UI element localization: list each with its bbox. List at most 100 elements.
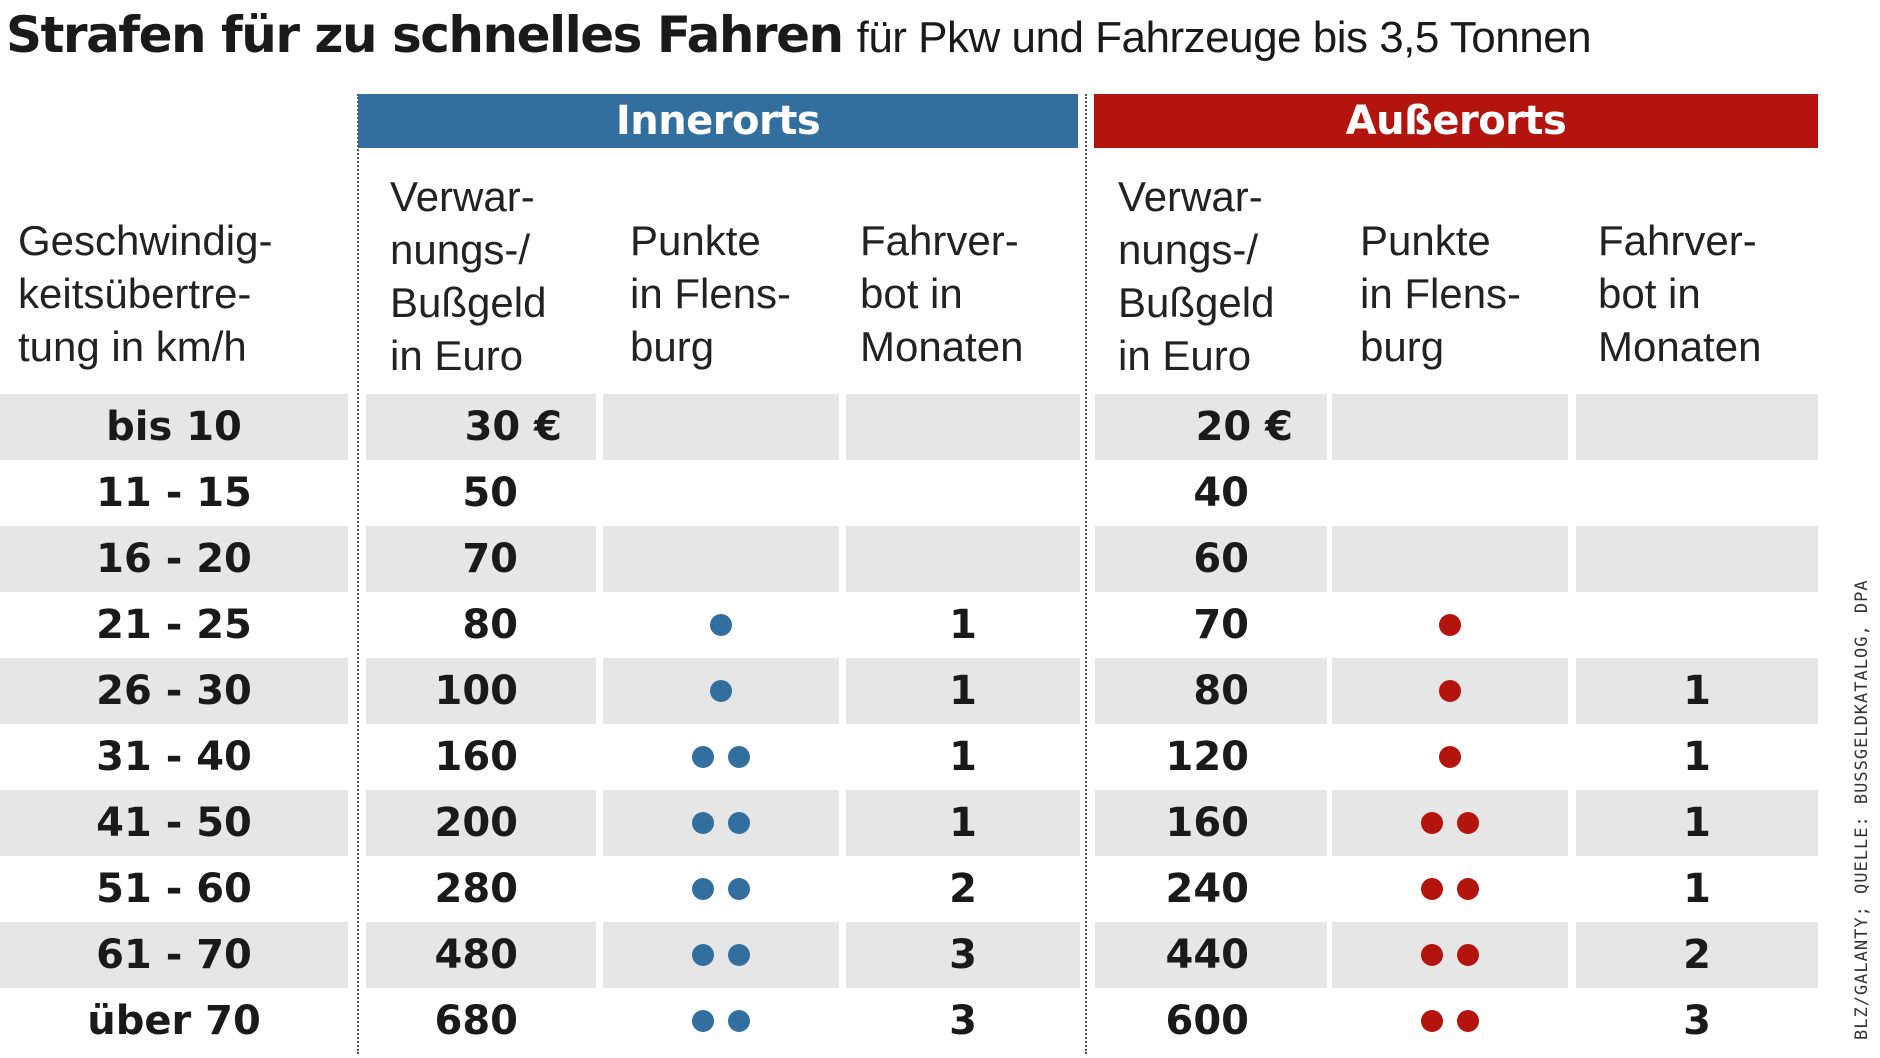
fine-outer-cell: 70 (1193, 602, 1249, 648)
points-inner-cell (603, 394, 839, 460)
points-dots (1421, 1010, 1479, 1032)
chart-subtitle: für Pkw und Fahrzeuge bis 3,5 Tonnen (856, 13, 1592, 62)
ban-outer-cell: 1 (1576, 790, 1818, 856)
ban-inner-cell: 1 (949, 602, 977, 648)
points-inner-cell (603, 856, 839, 922)
point-dot-icon (692, 812, 714, 834)
ban-inner-cell (846, 460, 1080, 526)
ban-inner-cell: 3 (949, 998, 977, 1044)
speed-cell: 41 - 50 (0, 790, 348, 856)
fine-outer-cell: 40 (1193, 470, 1249, 516)
table-row: 51 - 60 280 2 240 1 (0, 856, 1818, 922)
fine-inner-cell: 200 (366, 790, 596, 856)
point-dot-icon (728, 944, 750, 966)
header-speed-line: keitsübertre- (18, 270, 252, 317)
fine-outer-cell: 440 (1095, 922, 1327, 988)
table-row: 61 - 70 480 3 440 2 (0, 922, 1818, 988)
ban-outer-cell: 1 (1683, 866, 1711, 912)
ban-outer-cell: 2 (1576, 922, 1818, 988)
ban-inner-cell: 1 (846, 790, 1080, 856)
header-points-line: burg (630, 323, 715, 370)
fine-outer-cell: 160 (1095, 790, 1327, 856)
fine-inner-cell: 680 (434, 998, 519, 1044)
points-inner-cell (603, 658, 839, 724)
points-dots (710, 680, 732, 702)
ban-outer-cell (1576, 526, 1818, 592)
fine-outer-cell: 20 € (1095, 394, 1327, 460)
header-ban-line: Fahrver- (1598, 217, 1757, 264)
ban-inner-cell (846, 526, 1080, 592)
header-fine-outer: Verwar- nungs-/ Bußgeld in Euro (1118, 170, 1274, 382)
table-row: 41 - 50 200 1 160 1 (0, 790, 1818, 856)
header-ban-inner: Fahrver- bot in Monaten (860, 214, 1023, 373)
header-fine-line: nungs-/ (1118, 226, 1259, 273)
points-outer-cell (1332, 856, 1568, 922)
point-dot-icon (692, 746, 714, 768)
fine-inner-cell: 480 (366, 922, 596, 988)
point-dot-icon (1439, 746, 1461, 768)
ban-inner-cell: 2 (949, 866, 977, 912)
points-inner-cell (603, 724, 839, 790)
header-fine-inner: Verwar- nungs-/ Bußgeld in Euro (390, 170, 546, 382)
separator-outer (1085, 94, 1087, 1054)
points-inner-cell (603, 988, 839, 1054)
point-dot-icon (1421, 944, 1443, 966)
points-inner-cell (603, 922, 839, 988)
speed-cell: 31 - 40 (96, 734, 252, 780)
header-fine-line: in Euro (1118, 332, 1252, 379)
points-outer-cell (1332, 592, 1568, 658)
points-dots (1439, 614, 1461, 636)
fine-inner-cell: 80 (462, 602, 518, 648)
points-dots (692, 812, 750, 834)
points-outer-cell (1332, 922, 1568, 988)
fine-inner-cell: 70 (366, 526, 596, 592)
fine-outer-cell: 240 (1165, 866, 1250, 912)
table-row: 21 - 25 80 1 70 (0, 592, 1818, 658)
point-dot-icon (1457, 878, 1479, 900)
header-points-outer: Punkte in Flens- burg (1360, 214, 1521, 373)
point-dot-icon (1421, 878, 1443, 900)
speed-cell: 51 - 60 (96, 866, 252, 912)
points-dots (1421, 878, 1479, 900)
points-outer-cell (1332, 988, 1568, 1054)
fine-outer-cell: 120 (1165, 734, 1250, 780)
points-dots (1439, 680, 1461, 702)
header-points-line: Punkte (1360, 217, 1491, 264)
header-speed-line: tung in km/h (18, 323, 247, 370)
point-dot-icon (728, 1010, 750, 1032)
source-credit: BLZ/GALANTY; QUELLE: BUSSGELDKATALOG, DP… (1852, 579, 1872, 1040)
point-dot-icon (692, 944, 714, 966)
table-row: bis 10 30 € 20 € (0, 394, 1818, 460)
points-inner-cell (603, 460, 839, 526)
header-points-line: Punkte (630, 217, 761, 264)
table-row: 16 - 20 70 60 (0, 526, 1818, 592)
header-speed: Geschwindig- keitsübertre- tung in km/h (18, 214, 272, 373)
points-outer-cell (1332, 526, 1568, 592)
points-inner-cell (603, 592, 839, 658)
point-dot-icon (728, 746, 750, 768)
points-outer-cell (1332, 658, 1568, 724)
ban-outer-cell: 1 (1576, 658, 1818, 724)
speed-cell: über 70 (87, 998, 261, 1044)
points-dots (710, 614, 732, 636)
points-dots (1421, 812, 1479, 834)
points-dots (692, 746, 750, 768)
points-dots (692, 878, 750, 900)
fine-outer-cell: 600 (1165, 998, 1250, 1044)
fine-inner-cell: 280 (434, 866, 519, 912)
speed-cell: 16 - 20 (0, 526, 348, 592)
fine-inner-cell: 100 (366, 658, 596, 724)
header-speed-line: Geschwindig- (18, 217, 273, 264)
points-dots (1421, 944, 1479, 966)
point-dot-icon (710, 680, 732, 702)
band-ausserorts: Außerorts (1094, 94, 1818, 148)
header-fine-line: nungs-/ (390, 226, 531, 273)
point-dot-icon (710, 614, 732, 636)
point-dot-icon (692, 878, 714, 900)
ban-outer-cell: 3 (1683, 998, 1711, 1044)
ban-inner-cell: 1 (949, 734, 977, 780)
speed-cell: 11 - 15 (96, 470, 252, 516)
speed-cell: bis 10 (0, 394, 348, 460)
table-row: 26 - 30 100 1 80 1 (0, 658, 1818, 724)
points-dots (692, 944, 750, 966)
